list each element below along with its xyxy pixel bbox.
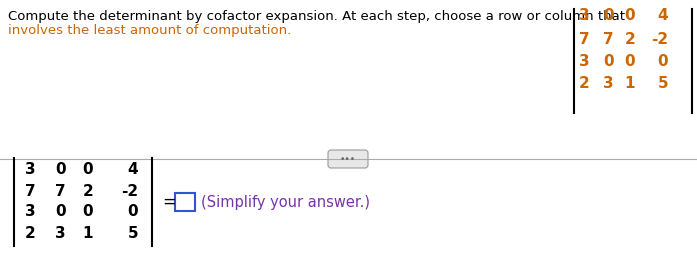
Text: -2: -2 — [121, 183, 138, 198]
Text: 2: 2 — [82, 183, 93, 198]
Text: 7: 7 — [55, 183, 66, 198]
Text: 3: 3 — [55, 227, 66, 241]
Text: (Simplify your answer.): (Simplify your answer.) — [201, 195, 370, 209]
Text: 0: 0 — [657, 53, 668, 69]
FancyBboxPatch shape — [328, 150, 368, 168]
Text: 3: 3 — [579, 8, 590, 24]
Text: •••: ••• — [340, 154, 356, 163]
Text: involves the least amount of computation.: involves the least amount of computation… — [8, 24, 291, 37]
Text: 7: 7 — [579, 31, 590, 47]
Text: 4: 4 — [657, 8, 668, 24]
Text: 0: 0 — [82, 205, 93, 220]
Text: 1: 1 — [625, 76, 635, 92]
Text: 2: 2 — [579, 76, 590, 92]
Text: 2: 2 — [25, 227, 36, 241]
Text: 0: 0 — [625, 53, 635, 69]
Text: 2: 2 — [625, 31, 635, 47]
Text: 7: 7 — [604, 31, 614, 47]
Text: 7: 7 — [25, 183, 36, 198]
Text: 0: 0 — [604, 8, 614, 24]
Text: 3: 3 — [25, 205, 36, 220]
Text: 3: 3 — [604, 76, 614, 92]
Text: 3: 3 — [579, 53, 590, 69]
Text: 3: 3 — [25, 163, 36, 178]
Text: 0: 0 — [604, 53, 614, 69]
Text: -2: -2 — [651, 31, 668, 47]
Text: 5: 5 — [657, 76, 668, 92]
Text: =: = — [162, 193, 176, 211]
Text: 0: 0 — [625, 8, 635, 24]
Text: 0: 0 — [55, 205, 66, 220]
Text: 0: 0 — [55, 163, 66, 178]
FancyBboxPatch shape — [175, 193, 195, 211]
Text: 1: 1 — [82, 227, 93, 241]
Text: 0: 0 — [82, 163, 93, 178]
Text: 0: 0 — [128, 205, 138, 220]
Text: 4: 4 — [128, 163, 138, 178]
Text: 5: 5 — [128, 227, 138, 241]
Text: Compute the determinant by cofactor expansion. At each step, choose a row or col: Compute the determinant by cofactor expa… — [8, 10, 625, 23]
